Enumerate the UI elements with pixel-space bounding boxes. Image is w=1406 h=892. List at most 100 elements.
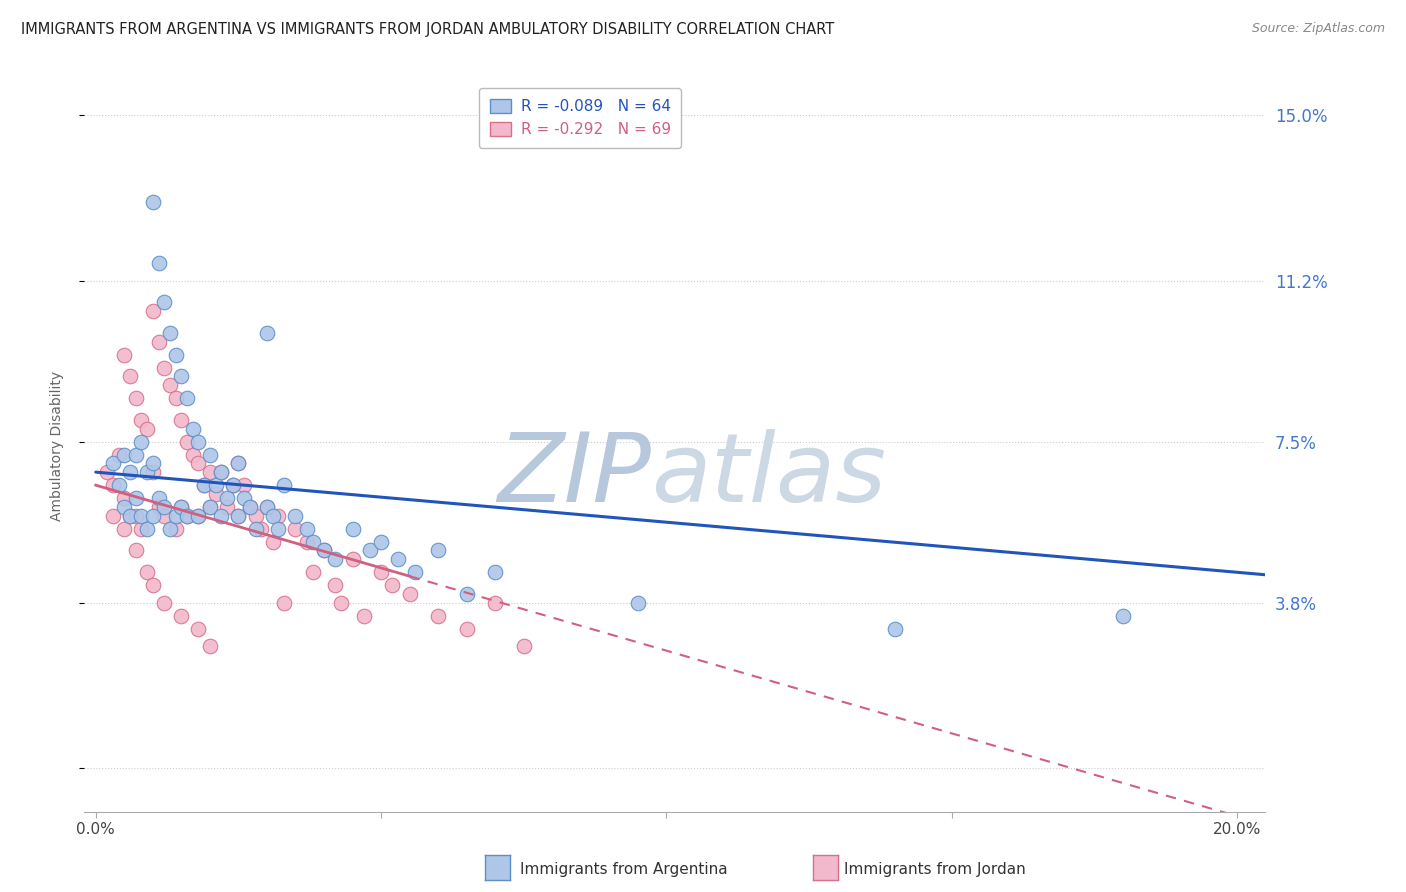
Point [136, 421, 159, 435]
Point [131, 413, 153, 427]
Y-axis label: Ambulatory Disability: Ambulatory Disability [49, 371, 63, 521]
Point [233, 478, 256, 492]
Point [142, 457, 165, 471]
Point [342, 552, 364, 566]
Point [170, 500, 193, 514]
Point [142, 578, 165, 592]
Point [159, 326, 181, 340]
Point [153, 596, 176, 610]
Point [142, 195, 165, 210]
Point [295, 534, 318, 549]
Point [245, 508, 267, 523]
Point [148, 491, 170, 506]
Point [153, 500, 176, 514]
Point [170, 413, 193, 427]
Point [198, 465, 221, 479]
Point [118, 508, 141, 523]
Point [228, 508, 250, 523]
Point [284, 508, 307, 523]
Point [153, 508, 176, 523]
Point [125, 391, 148, 405]
Point [233, 491, 256, 506]
Point [187, 457, 209, 471]
Point [342, 522, 364, 536]
Point [176, 508, 198, 523]
Point [101, 457, 124, 471]
Point [250, 522, 273, 536]
Point [181, 448, 204, 462]
Point [153, 360, 176, 375]
Point [325, 578, 347, 592]
Point [165, 391, 187, 405]
Point [112, 491, 135, 506]
Point [176, 508, 198, 523]
Point [370, 534, 392, 549]
Point [284, 522, 307, 536]
Point [187, 622, 209, 636]
Point [148, 334, 170, 349]
Point [112, 500, 135, 514]
Point [398, 587, 420, 601]
Point [330, 596, 353, 610]
Point [228, 457, 250, 471]
Point [222, 478, 245, 492]
Point [125, 491, 148, 506]
Point [170, 500, 193, 514]
Text: Immigrants from Argentina: Immigrants from Argentina [520, 863, 728, 877]
Point [273, 596, 295, 610]
Point [228, 457, 250, 471]
Point [256, 500, 278, 514]
Point [215, 491, 238, 506]
Point [170, 369, 193, 384]
Point [228, 508, 250, 523]
Text: atlas: atlas [651, 429, 886, 522]
Point [142, 304, 165, 318]
Point [187, 434, 209, 449]
Text: Source: ZipAtlas.com: Source: ZipAtlas.com [1251, 22, 1385, 36]
Point [883, 622, 905, 636]
Point [456, 622, 478, 636]
Point [142, 465, 165, 479]
Point [456, 587, 478, 601]
Point [301, 534, 323, 549]
Point [198, 500, 221, 514]
Point [159, 522, 181, 536]
Point [118, 508, 141, 523]
Point [245, 522, 267, 536]
Point [312, 543, 335, 558]
Point [256, 500, 278, 514]
Point [312, 543, 335, 558]
Text: ZIP: ZIP [498, 429, 651, 522]
Point [359, 543, 381, 558]
Point [193, 478, 215, 492]
Point [256, 326, 278, 340]
Point [267, 522, 290, 536]
Point [101, 478, 124, 492]
Point [131, 522, 153, 536]
Text: IMMIGRANTS FROM ARGENTINA VS IMMIGRANTS FROM JORDAN AMBULATORY DISABILITY CORREL: IMMIGRANTS FROM ARGENTINA VS IMMIGRANTS … [21, 22, 834, 37]
Point [198, 500, 221, 514]
Point [512, 640, 534, 654]
Point [193, 478, 215, 492]
Point [112, 348, 135, 362]
Legend: R = -0.089   N = 64, R = -0.292   N = 69: R = -0.089 N = 64, R = -0.292 N = 69 [479, 88, 682, 148]
Text: Immigrants from Jordan: Immigrants from Jordan [844, 863, 1025, 877]
Point [353, 608, 375, 623]
Point [176, 391, 198, 405]
Point [427, 543, 450, 558]
Point [107, 448, 129, 462]
Point [239, 500, 262, 514]
Point [381, 578, 404, 592]
Point [427, 608, 450, 623]
Point [125, 448, 148, 462]
Point [387, 552, 409, 566]
Point [209, 508, 232, 523]
Point [204, 487, 226, 501]
Point [627, 596, 650, 610]
Point [165, 522, 187, 536]
Point [112, 522, 135, 536]
Point [131, 508, 153, 523]
Point [198, 448, 221, 462]
Point [136, 566, 159, 580]
Point [484, 596, 506, 610]
